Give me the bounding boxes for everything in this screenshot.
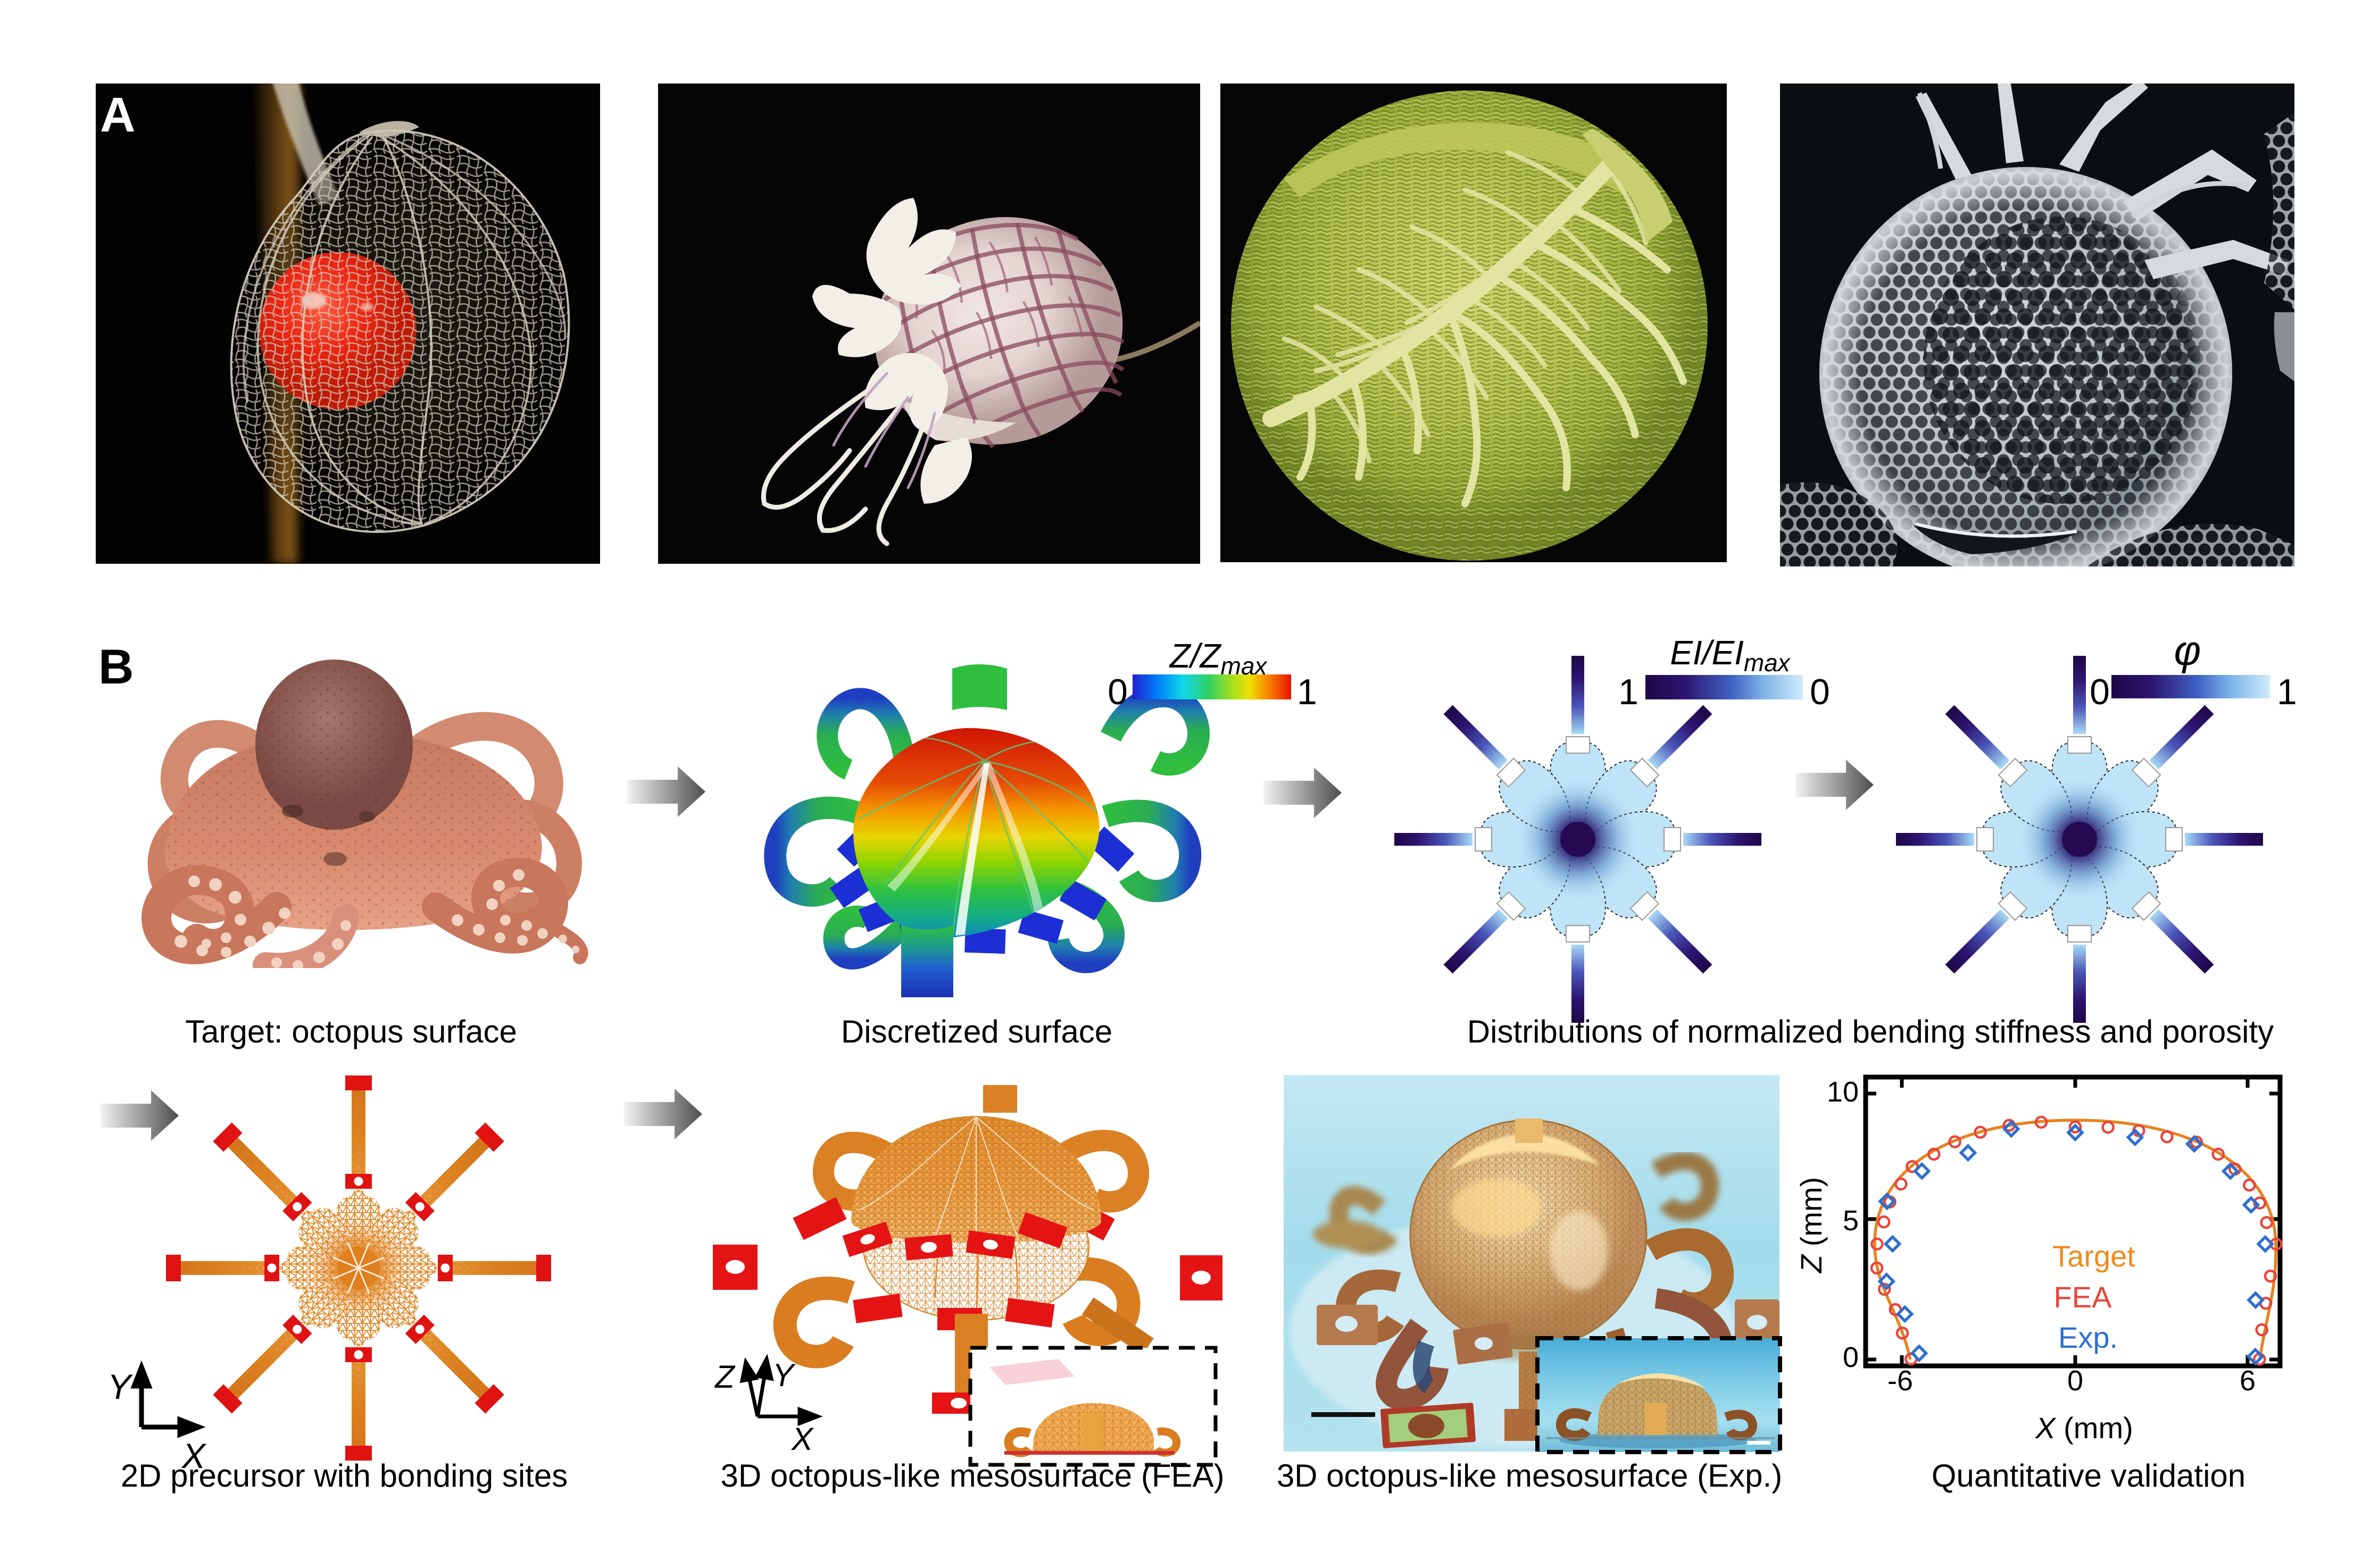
svg-text:Target: Target <box>2052 1239 2135 1273</box>
svg-text:Y: Y <box>107 1367 133 1406</box>
svg-text:-6: -6 <box>1887 1365 1913 1397</box>
svg-text:0: 0 <box>1843 1341 1859 1373</box>
svg-text:10: 10 <box>1827 1076 1859 1108</box>
svg-text:X: X <box>791 1421 814 1457</box>
svg-text:Y: Y <box>772 1357 796 1393</box>
svg-text:X (mm): X (mm) <box>2034 1411 2133 1445</box>
svg-text:X: X <box>181 1436 207 1475</box>
svg-text:Z (mm): Z (mm) <box>1798 1177 1828 1274</box>
svg-text:Z: Z <box>714 1359 736 1395</box>
svg-text:FEA: FEA <box>2054 1280 2112 1314</box>
svg-text:6: 6 <box>2240 1365 2256 1397</box>
svg-text:Exp.: Exp. <box>2058 1321 2118 1354</box>
svg-text:5: 5 <box>1843 1205 1859 1237</box>
svg-text:A: A <box>100 88 135 142</box>
svg-text:0: 0 <box>2067 1365 2083 1397</box>
